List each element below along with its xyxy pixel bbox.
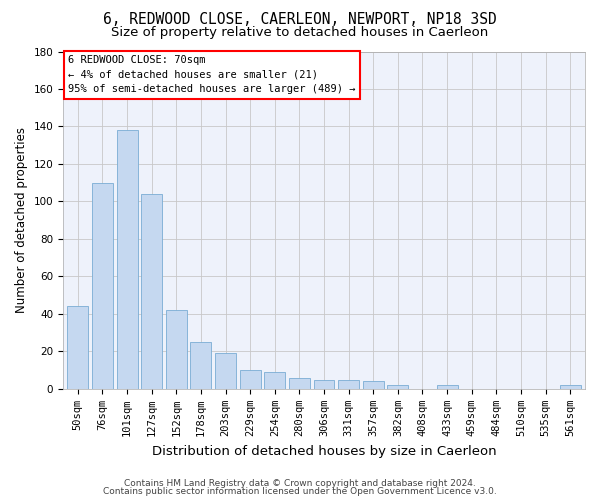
Bar <box>338 380 359 389</box>
Bar <box>215 354 236 389</box>
Bar <box>166 310 187 389</box>
Bar <box>437 385 458 389</box>
Bar <box>190 342 211 389</box>
Bar <box>363 382 384 389</box>
Bar <box>92 182 113 389</box>
Bar <box>289 378 310 389</box>
Bar <box>116 130 137 389</box>
Bar <box>314 380 334 389</box>
Bar <box>141 194 162 389</box>
Bar <box>265 372 285 389</box>
Y-axis label: Number of detached properties: Number of detached properties <box>15 127 28 313</box>
Text: Size of property relative to detached houses in Caerleon: Size of property relative to detached ho… <box>112 26 488 39</box>
Bar <box>239 370 260 389</box>
Bar <box>560 385 581 389</box>
Text: Contains public sector information licensed under the Open Government Licence v3: Contains public sector information licen… <box>103 487 497 496</box>
Text: 6 REDWOOD CLOSE: 70sqm
← 4% of detached houses are smaller (21)
95% of semi-deta: 6 REDWOOD CLOSE: 70sqm ← 4% of detached … <box>68 55 356 94</box>
Bar <box>67 306 88 389</box>
Bar <box>388 385 409 389</box>
X-axis label: Distribution of detached houses by size in Caerleon: Distribution of detached houses by size … <box>152 444 496 458</box>
Text: Contains HM Land Registry data © Crown copyright and database right 2024.: Contains HM Land Registry data © Crown c… <box>124 478 476 488</box>
Text: 6, REDWOOD CLOSE, CAERLEON, NEWPORT, NP18 3SD: 6, REDWOOD CLOSE, CAERLEON, NEWPORT, NP1… <box>103 12 497 28</box>
